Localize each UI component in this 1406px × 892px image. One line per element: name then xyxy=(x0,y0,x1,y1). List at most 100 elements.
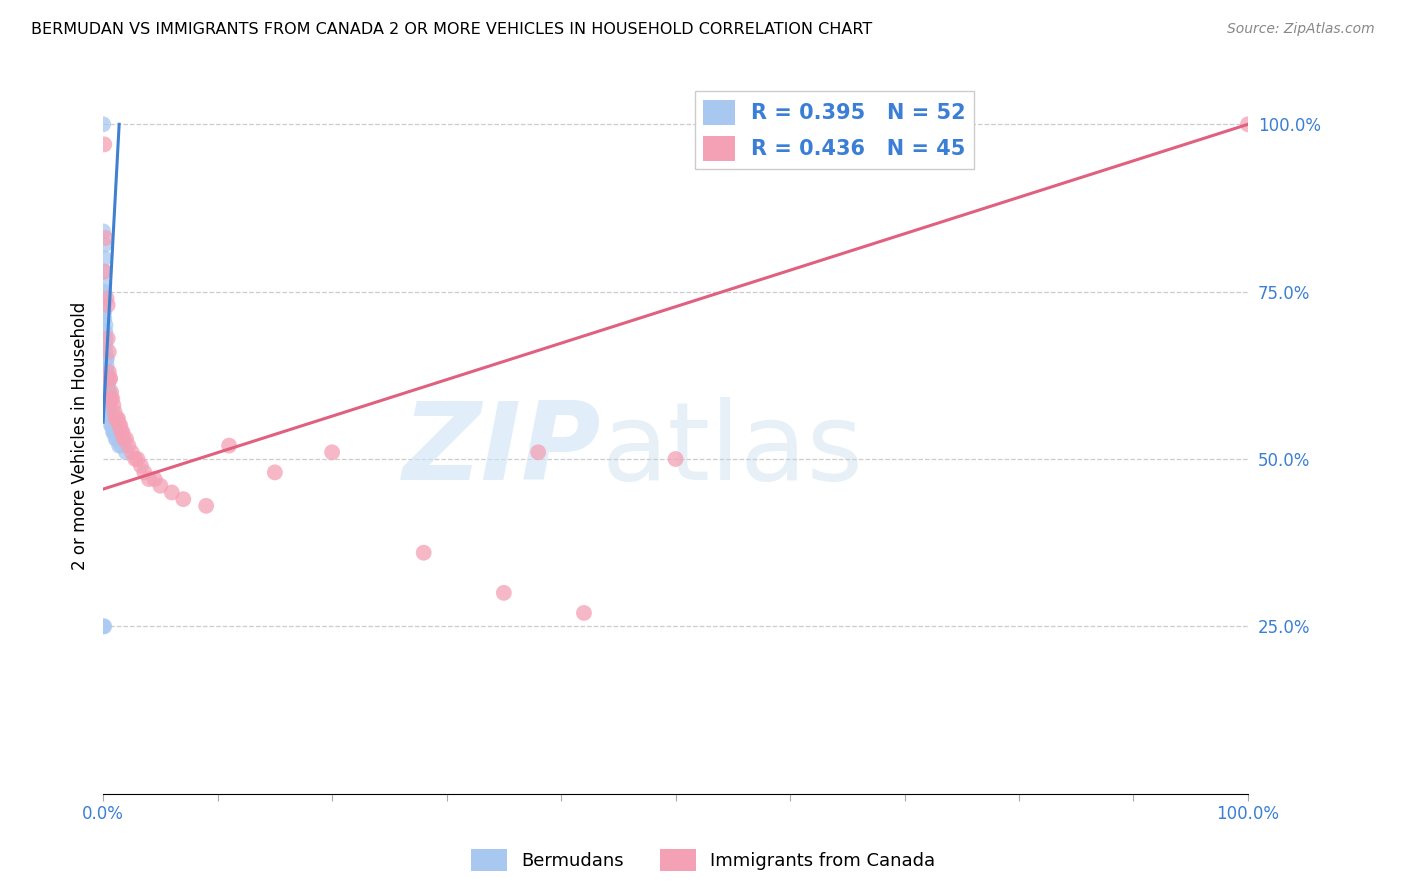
Point xyxy=(412,546,434,560)
Point xyxy=(93,619,115,633)
Point xyxy=(100,418,122,433)
Point xyxy=(93,264,115,278)
Point xyxy=(103,405,125,419)
Point xyxy=(97,399,120,413)
Point xyxy=(93,237,115,252)
Point xyxy=(664,452,686,467)
Point xyxy=(101,392,124,406)
Y-axis label: 2 or more Vehicles in Household: 2 or more Vehicles in Household xyxy=(72,301,89,570)
Point xyxy=(195,499,218,513)
Point xyxy=(115,432,138,446)
Point xyxy=(138,472,160,486)
Point xyxy=(97,405,120,419)
Point xyxy=(96,365,118,379)
Point xyxy=(94,338,117,352)
Point xyxy=(97,344,120,359)
Point xyxy=(117,439,139,453)
Point xyxy=(103,399,125,413)
Point xyxy=(93,251,115,265)
Point xyxy=(91,117,114,131)
Point xyxy=(107,412,129,426)
Point xyxy=(96,358,118,372)
Point xyxy=(149,479,172,493)
Point xyxy=(97,298,120,312)
Point xyxy=(105,432,128,446)
Point xyxy=(94,325,117,339)
Point xyxy=(110,425,132,440)
Point xyxy=(97,385,120,400)
Point xyxy=(105,412,128,426)
Point xyxy=(129,458,152,473)
Point xyxy=(94,344,117,359)
Point xyxy=(96,365,118,379)
Point xyxy=(492,586,515,600)
Point xyxy=(97,385,120,400)
Point xyxy=(94,231,117,245)
Point xyxy=(111,425,134,440)
Point xyxy=(94,331,117,345)
Point xyxy=(103,425,125,440)
Point xyxy=(121,445,143,459)
Point xyxy=(97,399,120,413)
Point xyxy=(91,224,114,238)
Point xyxy=(97,372,120,386)
Point xyxy=(98,412,121,426)
Point xyxy=(97,385,120,400)
Point xyxy=(93,277,115,292)
Point xyxy=(97,378,120,392)
Point xyxy=(115,445,138,459)
Point xyxy=(100,385,122,400)
Point xyxy=(124,452,146,467)
Point xyxy=(104,412,127,426)
Point xyxy=(97,378,120,392)
Point xyxy=(93,291,115,305)
Point xyxy=(1237,117,1260,131)
Point xyxy=(172,492,194,507)
Point xyxy=(97,392,120,406)
Point xyxy=(127,452,149,467)
Point xyxy=(96,351,118,366)
Point xyxy=(100,392,122,406)
Point xyxy=(91,619,114,633)
Point xyxy=(134,466,156,480)
Point xyxy=(321,445,343,459)
Point xyxy=(108,439,131,453)
Legend: R = 0.395   N = 52, R = 0.436   N = 45: R = 0.395 N = 52, R = 0.436 N = 45 xyxy=(695,92,974,169)
Point xyxy=(100,412,122,426)
Point xyxy=(97,365,120,379)
Point xyxy=(263,466,285,480)
Point xyxy=(93,137,115,152)
Point xyxy=(97,331,120,345)
Point xyxy=(93,264,115,278)
Point xyxy=(96,291,118,305)
Legend: Bermudans, Immigrants from Canada: Bermudans, Immigrants from Canada xyxy=(464,842,942,879)
Point xyxy=(103,425,125,440)
Text: atlas: atlas xyxy=(602,397,863,503)
Text: ZIP: ZIP xyxy=(402,397,602,503)
Point xyxy=(104,432,127,446)
Point xyxy=(97,392,120,406)
Point xyxy=(93,298,115,312)
Point xyxy=(103,425,125,440)
Point xyxy=(98,372,121,386)
Point xyxy=(112,432,135,446)
Point xyxy=(160,485,183,500)
Point xyxy=(97,385,120,400)
Point xyxy=(96,351,118,366)
Point xyxy=(101,418,124,433)
Point xyxy=(110,418,132,433)
Point xyxy=(143,472,166,486)
Point xyxy=(98,405,121,419)
Point xyxy=(110,439,132,453)
Text: BERMUDAN VS IMMIGRANTS FROM CANADA 2 OR MORE VEHICLES IN HOUSEHOLD CORRELATION C: BERMUDAN VS IMMIGRANTS FROM CANADA 2 OR … xyxy=(31,22,872,37)
Point xyxy=(93,311,115,326)
Point xyxy=(527,445,550,459)
Point xyxy=(97,405,120,419)
Point xyxy=(97,372,120,386)
Point xyxy=(101,418,124,433)
Point xyxy=(93,285,115,299)
Point xyxy=(98,405,121,419)
Point xyxy=(108,418,131,433)
Text: Source: ZipAtlas.com: Source: ZipAtlas.com xyxy=(1227,22,1375,37)
Point xyxy=(93,304,115,318)
